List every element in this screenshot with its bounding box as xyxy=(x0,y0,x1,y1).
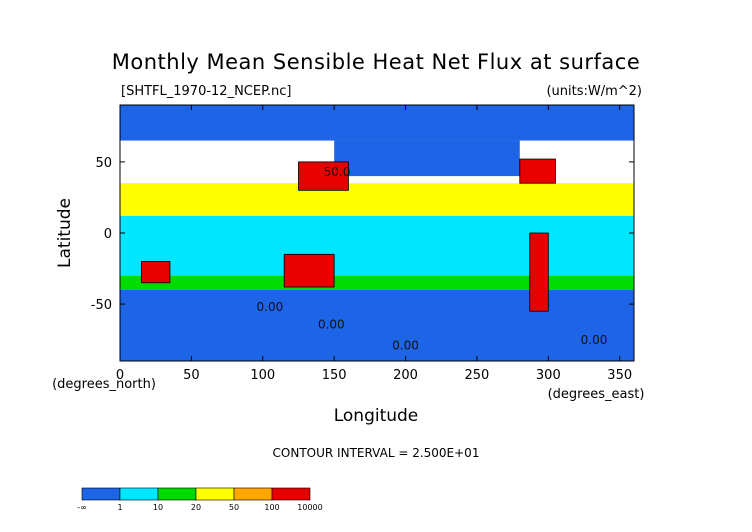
heatmap-region-south-africa xyxy=(141,261,170,283)
y-tick-label: 50 xyxy=(95,156,112,171)
heatmap-region-northern-high-latitudes xyxy=(120,105,634,141)
chart-title: Monthly Mean Sensible Heat Net Flux at s… xyxy=(112,50,641,74)
contour-south-america-andes xyxy=(529,232,549,312)
contour-label: 0.00 xyxy=(257,300,284,314)
heatmap-region-southern-ocean xyxy=(120,289,634,361)
contour-label: 0.00 xyxy=(392,339,419,353)
x-tick-label: 0 xyxy=(116,368,124,383)
x-axis-ticks: 0 50 100 150 200 250 300 350 xyxy=(116,105,632,383)
heatmap-region-north-pacific-midlatitudes xyxy=(334,140,520,177)
chart-subtitle-file: [SHTFL_1970-12_NCEP.nc] xyxy=(121,84,292,99)
x-tick-label: 300 xyxy=(536,368,561,383)
colorbar-label: -∞ xyxy=(77,503,87,512)
heatmap-region-tropics xyxy=(120,215,634,276)
heatmap-region-southern-midlatitudes xyxy=(120,275,634,290)
x-tick-label: 50 xyxy=(183,368,200,383)
y-axis-unit: (degrees_north) xyxy=(52,377,156,392)
y-tick-label: 0 xyxy=(104,227,112,242)
x-tick-label: 350 xyxy=(607,368,632,383)
contour-label: 50.0 xyxy=(324,165,351,179)
contour-gulf-stream xyxy=(519,158,556,184)
contour-interval-text: CONTOUR INTERVAL = 2.500E+01 xyxy=(273,446,480,460)
y-tick-label: -50 xyxy=(91,298,112,313)
x-tick-label: 250 xyxy=(465,368,490,383)
colorbar-label: 20 xyxy=(191,503,201,512)
x-tick-label: 100 xyxy=(250,368,275,383)
x-tick-label: 150 xyxy=(322,368,347,383)
chart-subtitle-units: (units:W/m^2) xyxy=(546,84,642,99)
heatmap-region-gulf-stream xyxy=(519,159,556,184)
colorbar-swatch xyxy=(81,487,121,501)
heatmap-region-kuroshio xyxy=(298,161,349,191)
colorbar-swatch xyxy=(271,487,311,501)
colorbar-swatch xyxy=(195,487,235,501)
y-axis-label: Latitude xyxy=(55,198,75,268)
heatmap-region-australia xyxy=(284,254,335,288)
contour-lines xyxy=(141,158,556,312)
contour-label: 0.00 xyxy=(318,317,345,331)
colorbar: -∞ 1 10 20 50 100 10000 xyxy=(77,487,323,512)
contour-south-africa xyxy=(141,261,171,284)
x-tick-label: 200 xyxy=(393,368,418,383)
colorbar-label: 50 xyxy=(229,503,239,512)
contour-labels: 50.0 0.00 0.00 0.00 0.00 xyxy=(257,165,608,353)
heatmap-region-south-america-andes xyxy=(529,233,549,312)
x-axis-unit: (degrees_east) xyxy=(548,387,645,402)
contour-australia xyxy=(283,253,335,288)
colorbar-swatch xyxy=(157,487,197,501)
contour-label: 0.00 xyxy=(581,333,608,347)
colorbar-label: 100 xyxy=(264,503,279,512)
colorbar-label: 10 xyxy=(153,503,163,512)
heatmap-region-subtropics-north xyxy=(120,183,634,216)
colorbar-swatch xyxy=(119,487,159,501)
colorbar-label: 1 xyxy=(117,503,122,512)
heatmap-plot-area xyxy=(120,105,634,361)
y-axis-ticks: 50 0 -50 xyxy=(91,156,634,313)
colorbar-label: 10000 xyxy=(297,503,322,512)
colorbar-swatch xyxy=(233,487,273,501)
contour-kuroshio xyxy=(298,161,349,191)
x-axis-label: Longitude xyxy=(334,406,419,426)
